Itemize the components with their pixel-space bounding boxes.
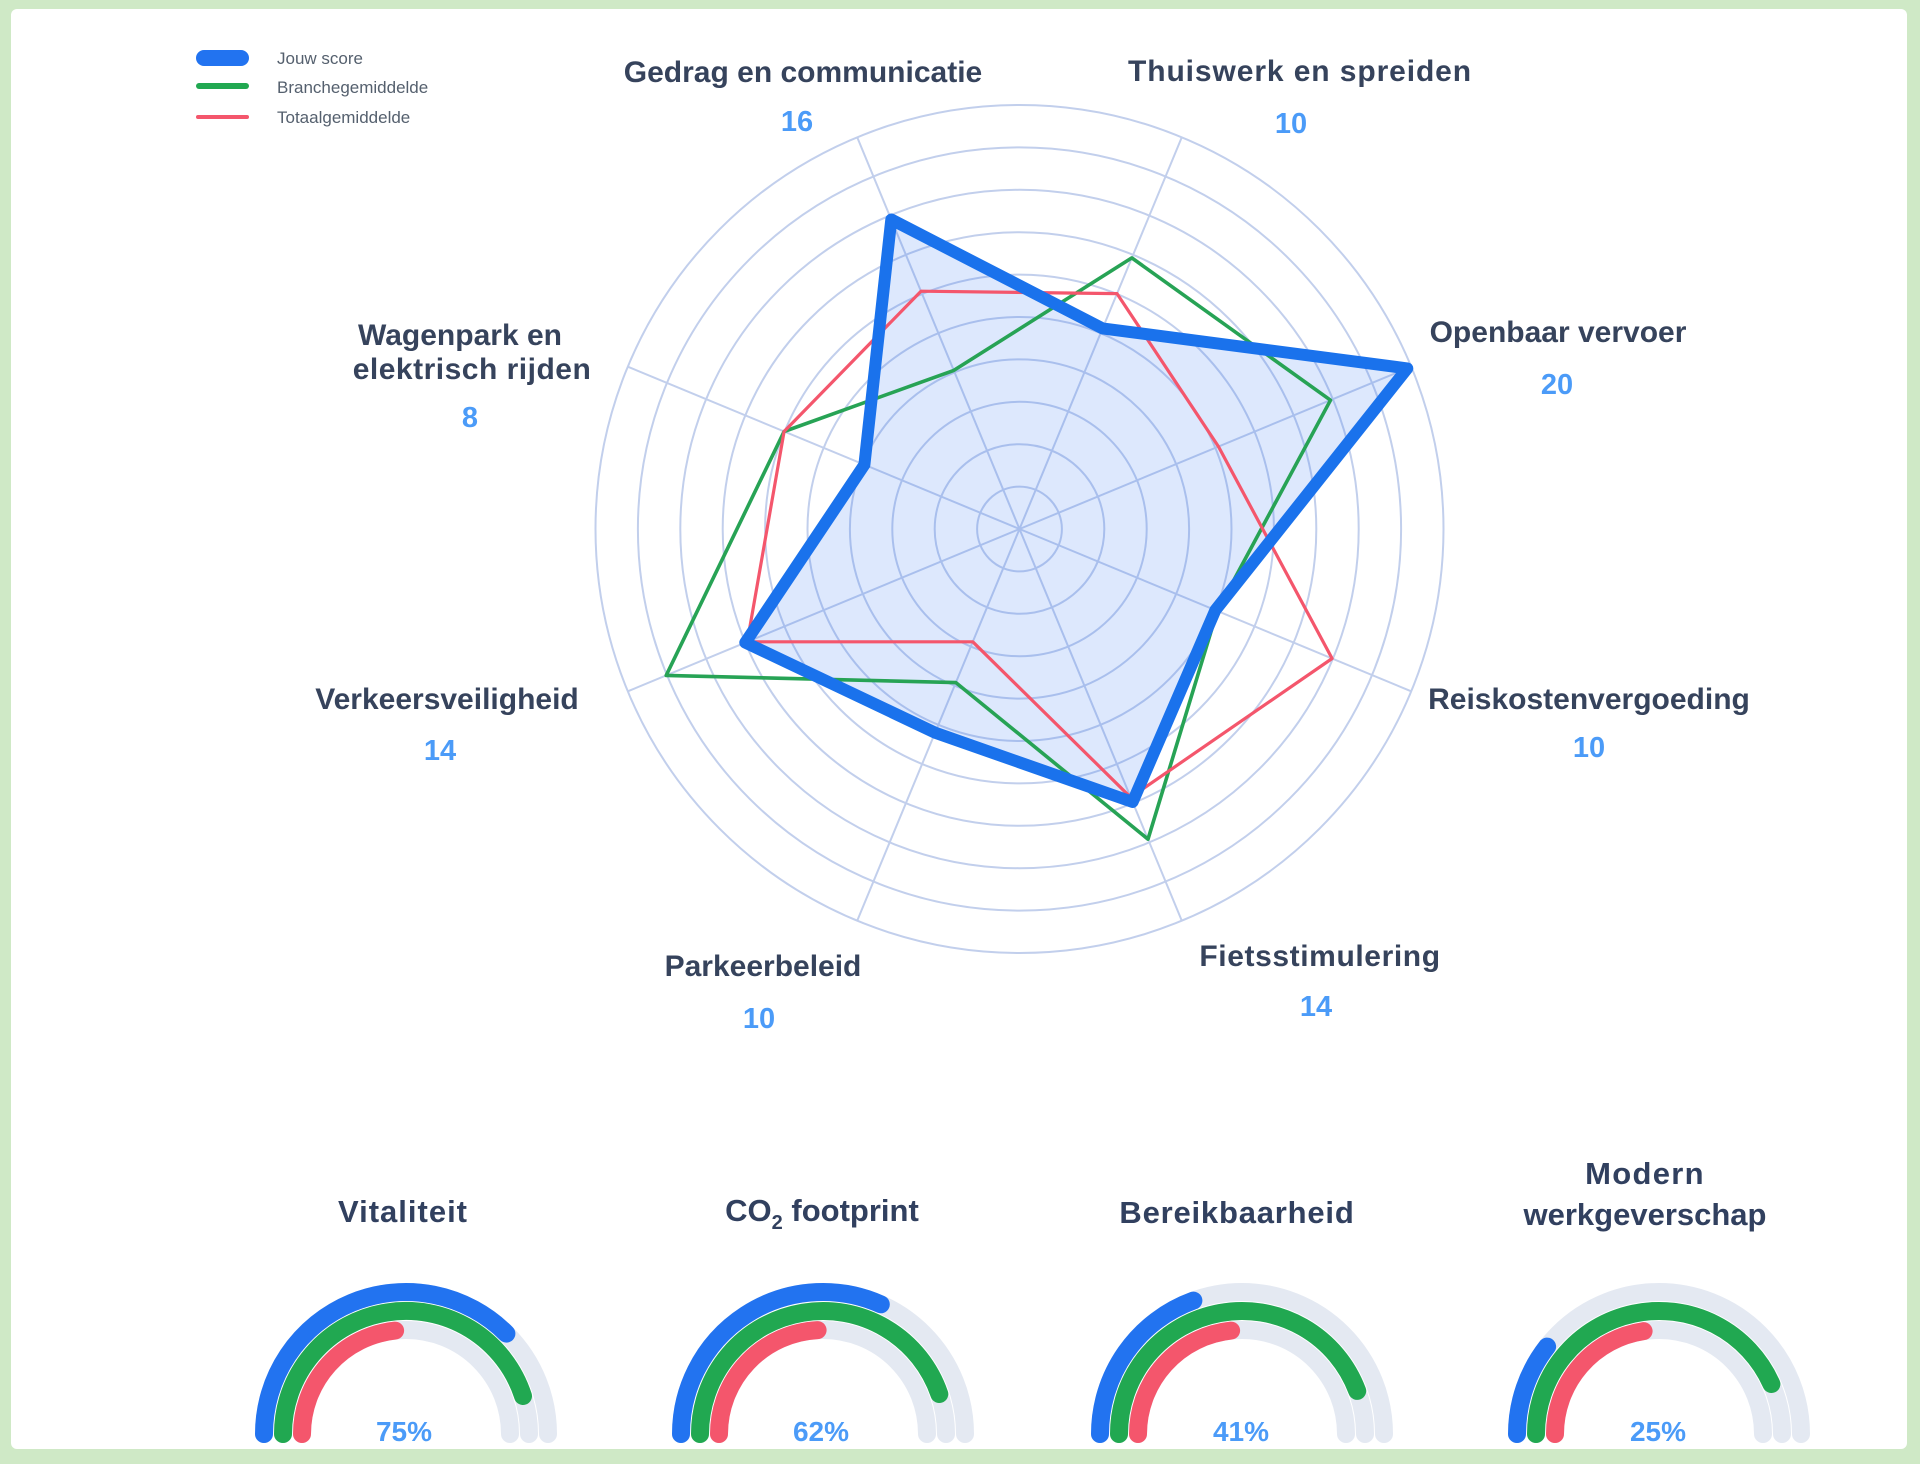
svg-text:62%: 62% xyxy=(793,1416,849,1447)
svg-text:10: 10 xyxy=(743,1003,775,1035)
svg-text:CO2 footprint: CO2 footprint xyxy=(725,1193,919,1234)
svg-text:Modern: Modern xyxy=(1585,1156,1705,1191)
svg-text:14: 14 xyxy=(1300,991,1332,1023)
svg-text:10: 10 xyxy=(1573,732,1605,764)
svg-text:Gedrag en communicatie: Gedrag en communicatie xyxy=(624,56,982,89)
svg-text:Fietsstimulering: Fietsstimulering xyxy=(1199,940,1440,973)
svg-text:elektrisch rijden: elektrisch rijden xyxy=(353,353,592,386)
svg-text:75%: 75% xyxy=(376,1416,432,1447)
svg-text:Verkeersveiligheid: Verkeersveiligheid xyxy=(315,683,579,716)
svg-text:Wagenpark en: Wagenpark en xyxy=(358,319,562,352)
svg-text:25%: 25% xyxy=(1630,1416,1686,1447)
svg-text:Vitaliteit: Vitaliteit xyxy=(338,1194,468,1229)
svg-text:Openbaar vervoer: Openbaar vervoer xyxy=(1430,316,1687,349)
svg-text:Reiskostenvergoeding: Reiskostenvergoeding xyxy=(1428,683,1750,716)
svg-text:Parkeerbeleid: Parkeerbeleid xyxy=(665,950,862,983)
svg-text:Totaalgemiddelde: Totaalgemiddelde xyxy=(277,108,410,127)
svg-text:Branchegemiddelde: Branchegemiddelde xyxy=(277,78,428,97)
svg-text:16: 16 xyxy=(781,106,813,138)
svg-text:41%: 41% xyxy=(1213,1416,1269,1447)
svg-text:Jouw score: Jouw score xyxy=(277,49,363,68)
svg-text:werkgeverschap: werkgeverschap xyxy=(1523,1197,1767,1232)
svg-text:8: 8 xyxy=(462,402,478,434)
svg-text:Bereikbaarheid: Bereikbaarheid xyxy=(1119,1195,1354,1230)
svg-text:Thuiswerk en spreiden: Thuiswerk en spreiden xyxy=(1128,55,1472,88)
svg-text:20: 20 xyxy=(1541,369,1573,401)
svg-text:10: 10 xyxy=(1275,108,1307,140)
svg-text:14: 14 xyxy=(424,735,456,767)
